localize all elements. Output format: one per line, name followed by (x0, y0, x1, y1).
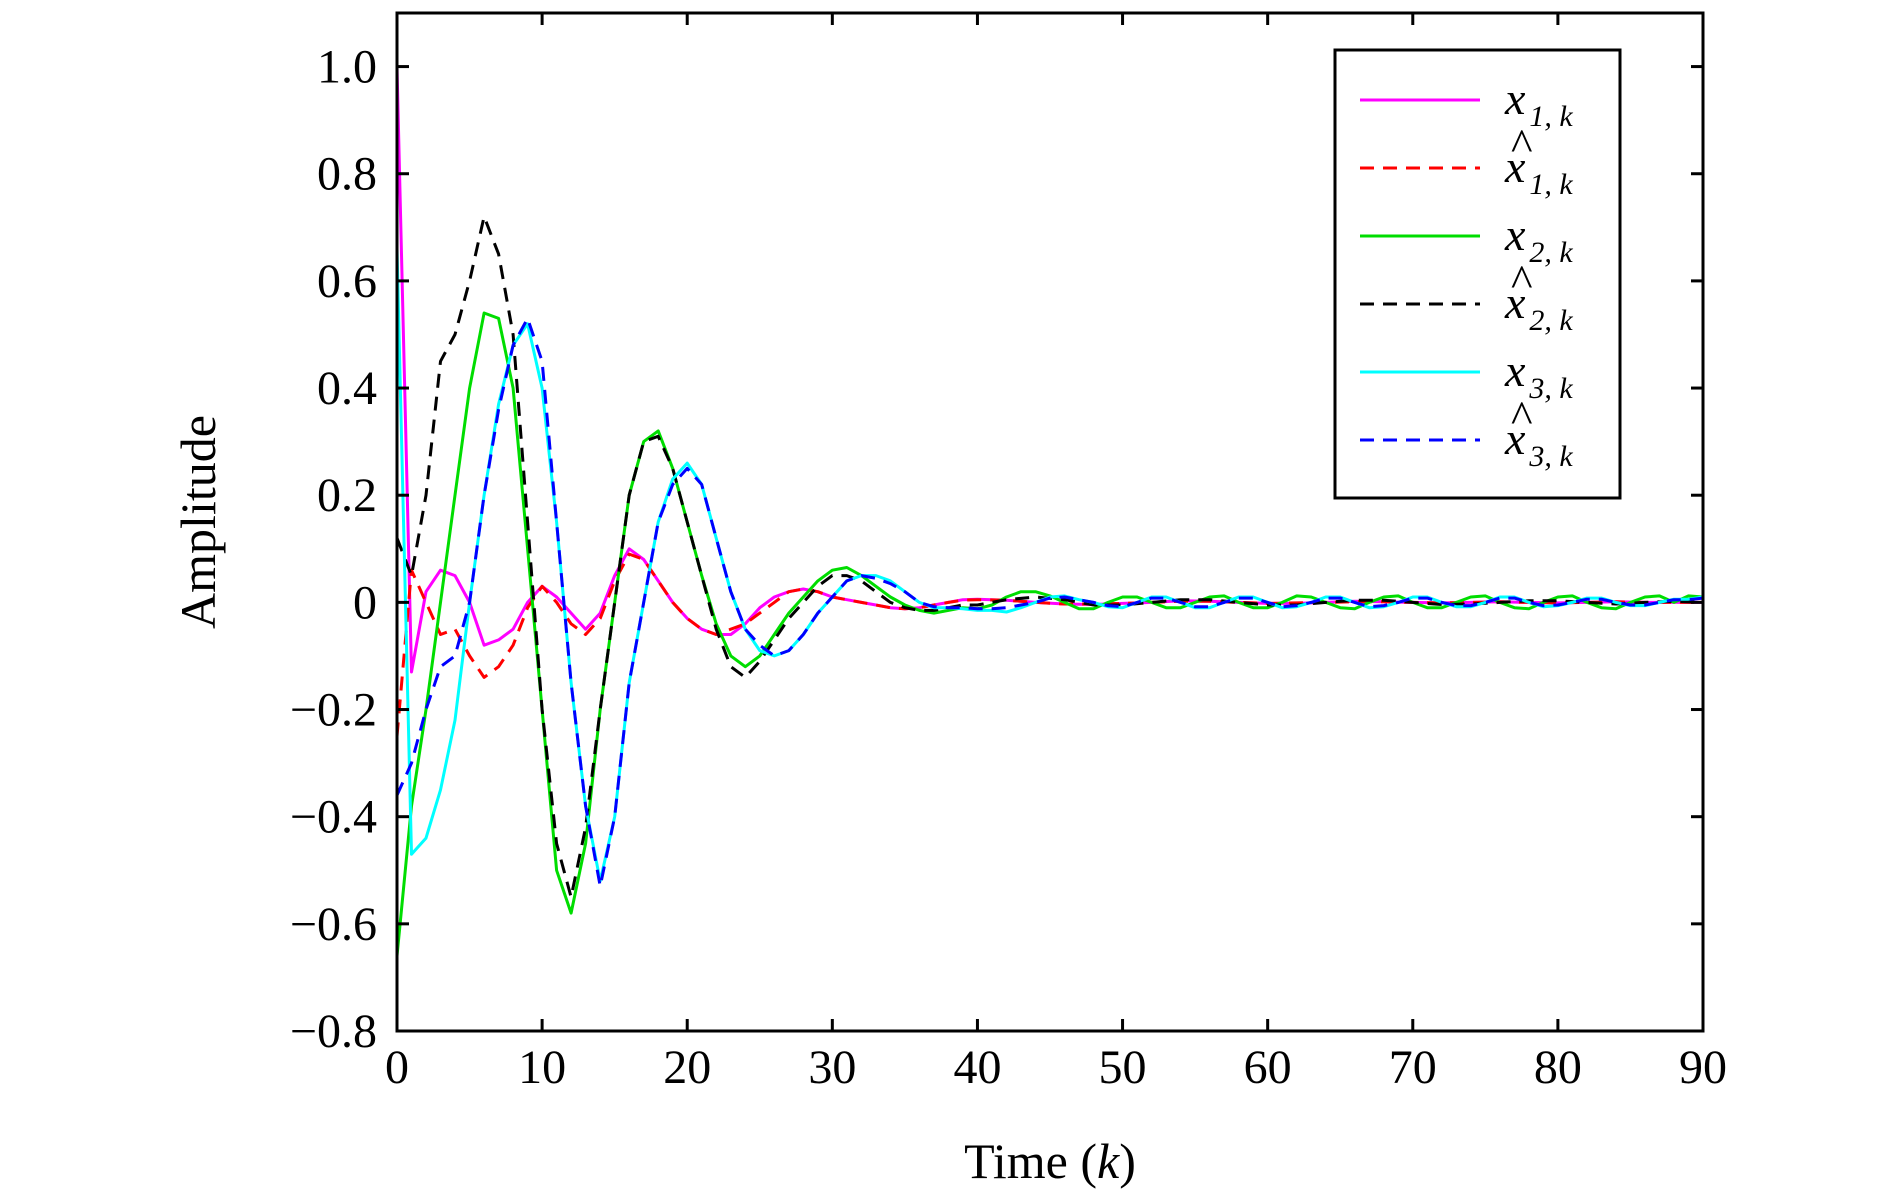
y-axis-label: Amplitude (170, 415, 226, 629)
x-tick-label: 60 (1244, 1041, 1292, 1094)
series-line-4 (397, 215, 1703, 899)
x-tick-label: 50 (1099, 1041, 1147, 1094)
x-tick-label: 30 (808, 1041, 856, 1094)
legend-entry: x 1, k (1504, 73, 1573, 133)
legend-entry: x 2, k (1504, 209, 1573, 269)
x-axis-label: Time (k) (964, 1133, 1136, 1189)
x-tick-label: 90 (1679, 1041, 1727, 1094)
x-tick-label: 70 (1389, 1041, 1437, 1094)
series-layer (397, 66, 1703, 957)
series-line-6 (397, 316, 1703, 888)
y-axis: −0.8 −0.6 −0.4 −0.2 0 0.2 0.4 0.6 0.8 1.0 (290, 41, 1703, 1058)
legend-entry: x 3, k (1504, 345, 1573, 405)
legend-box (1333, 48, 1622, 500)
legend-hat-accent: ^ (1510, 391, 1532, 442)
x-tick-label: 0 (385, 1041, 409, 1094)
y-tick-label: 0.4 (317, 362, 377, 415)
legend-entry: x 1, k (1504, 141, 1573, 201)
y-tick-label: −0.6 (290, 898, 377, 951)
y-tick-label: 0 (353, 576, 377, 629)
legend: x 1, kx 1, k^x 2, kx 2, k^x 3, kx 3, k^ (1333, 48, 1622, 500)
legend-entry: x 3, k (1504, 413, 1573, 473)
y-tick-label: −0.2 (290, 684, 377, 737)
x-tick-label: 40 (953, 1041, 1001, 1094)
x-tick-label: 80 (1534, 1041, 1582, 1094)
y-tick-label: 0.2 (317, 469, 377, 522)
plot-frame (395, 11, 1705, 1033)
x-tick-label: 20 (663, 1041, 711, 1094)
y-tick-label: 0.8 (317, 148, 377, 201)
y-tick-label: −0.8 (290, 1005, 377, 1058)
legend-entry: x 2, k (1504, 277, 1573, 337)
y-tick-label: 1.0 (317, 41, 377, 94)
y-tick-label: −0.4 (290, 791, 377, 844)
series-line-2 (397, 552, 1703, 737)
x-axis: 0 10 20 30 40 50 60 70 80 90 (385, 13, 1727, 1094)
legend-hat-accent: ^ (1510, 119, 1532, 170)
y-tick-label: 0.6 (317, 255, 377, 308)
x-tick-label: 10 (518, 1041, 566, 1094)
legend-hat-accent: ^ (1510, 255, 1532, 306)
